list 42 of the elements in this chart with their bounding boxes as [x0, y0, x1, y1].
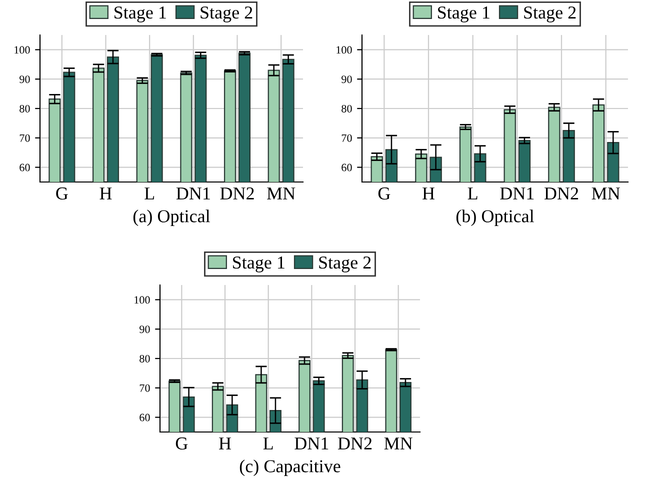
x-tick-label: DN2	[544, 187, 578, 200]
y-tick-label: 80	[342, 104, 352, 112]
y-tick-label: 90	[20, 76, 30, 84]
y-tick-label: 60	[20, 164, 30, 172]
x-tick-label: G	[176, 437, 188, 450]
x-tick-label: H	[219, 438, 231, 450]
x-tick-label: L	[263, 438, 273, 450]
x-tick-label: MN	[592, 188, 620, 200]
legend-label: Stage 2	[200, 6, 252, 22]
y-tick-label: 90	[140, 326, 150, 334]
text: (c) Capacitive	[240, 460, 340, 476]
y-tick-label: 100	[134, 296, 150, 304]
x-tick-label: L	[468, 188, 478, 200]
x-tick-label: DN1	[176, 187, 210, 200]
x-tick-label: H	[100, 188, 112, 200]
y-tick-label: 80	[20, 104, 30, 112]
y-tick-label: 70	[342, 134, 352, 142]
legend-label: Stage 2	[524, 6, 576, 22]
x-tick-label: DN2	[338, 437, 372, 450]
x-tick-label: DN1	[294, 437, 328, 450]
legend-label: Stage 1	[438, 6, 490, 22]
x-tick-label: MN	[267, 188, 296, 200]
x-tick-label: G	[56, 187, 68, 200]
legend-label: Stage 2	[319, 256, 371, 272]
y-tick-label: 60	[342, 164, 352, 172]
x-tick-label: DN2	[220, 187, 254, 200]
legend-label: Stage 1	[114, 6, 166, 22]
y-tick-label: 100	[336, 46, 352, 54]
x-tick-label: G	[378, 187, 390, 200]
y-tick-label: 90	[342, 76, 352, 84]
y-tick-label: 100	[14, 46, 30, 54]
x-tick-label: L	[144, 188, 154, 200]
text: (a) Optical	[133, 210, 210, 226]
x-tick-label: DN1	[500, 187, 534, 200]
y-tick-label: 70	[20, 134, 30, 142]
x-tick-label: MN	[384, 438, 412, 450]
x-tick-label: H	[422, 188, 434, 200]
y-tick-label: 60	[140, 414, 150, 422]
y-tick-label: 80	[140, 354, 150, 362]
y-tick-label: 70	[140, 384, 150, 392]
legend-label: Stage 1	[233, 256, 284, 272]
text: (b) Optical	[456, 210, 534, 226]
